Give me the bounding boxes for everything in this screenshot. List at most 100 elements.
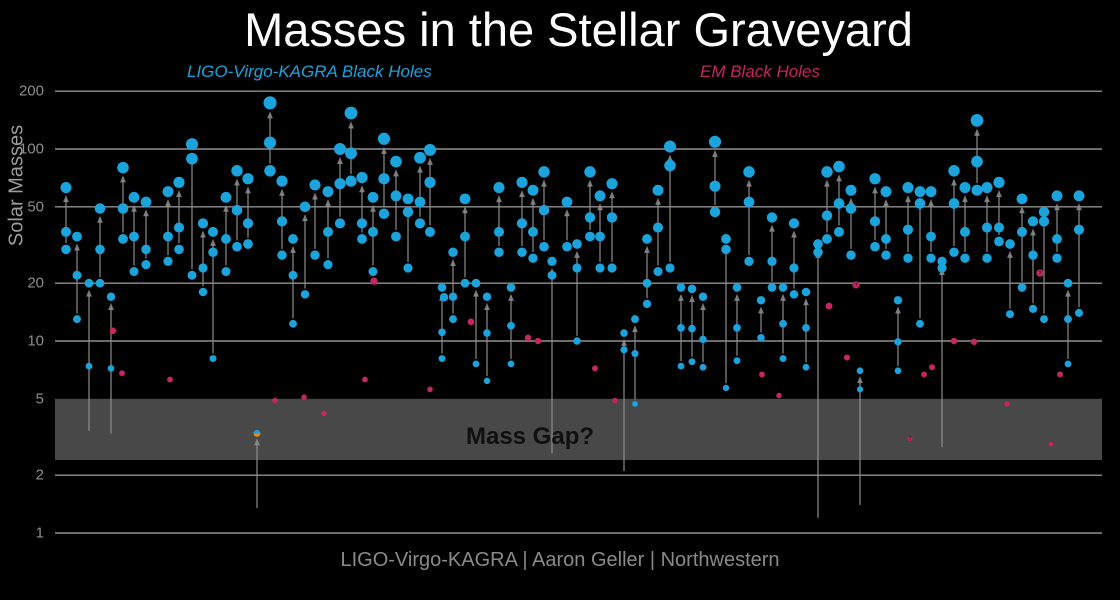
- gw-bh-dot: [73, 315, 81, 324]
- merger-arrowhead: [712, 149, 718, 157]
- gw-bh-dot: [448, 247, 458, 257]
- gw-bh-dot: [263, 136, 277, 149]
- gw-bh-dot: [538, 166, 550, 178]
- gw-bh-dot: [141, 244, 151, 255]
- gw-bh-dot: [459, 193, 471, 205]
- gw-bh-dot: [1038, 216, 1050, 227]
- y-tick-label-50: 50: [27, 198, 44, 215]
- gw-bh-dot: [107, 365, 115, 372]
- gw-bh-dot: [309, 179, 321, 191]
- em-bh-dot: [929, 364, 935, 371]
- gw-bh-dot: [894, 338, 902, 346]
- merger-arrowhead: [325, 199, 331, 207]
- gw-bh-dot: [594, 190, 606, 202]
- gw-bh-dot: [207, 226, 219, 237]
- gw-bh-dot: [916, 319, 924, 328]
- gw-bh-dot: [118, 234, 128, 244]
- gw-bh-dot: [539, 241, 549, 252]
- gw-bh-dot: [141, 259, 151, 270]
- merger-arrowhead: [824, 179, 830, 187]
- gw-bh-dot: [688, 358, 696, 366]
- gw-bh-dot: [173, 176, 185, 188]
- gw-bh-dot: [562, 241, 572, 252]
- em-bh-dot: [467, 318, 475, 326]
- em-bh-dot: [534, 337, 542, 345]
- gw-bh-dot: [264, 165, 276, 177]
- gw-bh-dot: [869, 173, 881, 185]
- merger-arrowhead: [951, 178, 957, 186]
- gw-bh-dot: [84, 278, 94, 288]
- gw-bh-dot: [1038, 206, 1050, 218]
- em-bh-dot: [907, 436, 913, 442]
- em-bh-dot: [167, 376, 173, 383]
- gw-bh-dot: [231, 204, 243, 216]
- em-bh-dot: [272, 397, 278, 404]
- gw-bh-dot: [1052, 253, 1062, 263]
- gw-bh-dot: [368, 267, 378, 277]
- gw-bh-dot: [117, 203, 129, 214]
- gw-bh-dot: [1064, 360, 1072, 368]
- gw-bh-dot: [756, 296, 766, 305]
- gw-bh-dot: [414, 196, 426, 208]
- merger-arrowhead: [621, 338, 627, 346]
- em-bh-dot: [301, 394, 307, 400]
- gw-bh-dot: [993, 222, 1005, 233]
- gw-bh-dot: [1027, 216, 1039, 227]
- gw-bh-dot: [390, 155, 402, 168]
- merger-arrowhead: [86, 289, 92, 297]
- gw-bh-dot: [220, 191, 232, 203]
- gw-bh-dot: [377, 132, 391, 145]
- gw-bh-dot: [438, 355, 446, 363]
- gw-bh-dot: [709, 180, 721, 192]
- merger-arrowhead: [530, 197, 536, 205]
- gw-bh-dot: [242, 218, 254, 229]
- gw-bh-dot: [699, 363, 707, 371]
- gw-bh-dot: [482, 292, 492, 301]
- merger-arrowhead: [609, 191, 615, 199]
- gw-bh-dot: [391, 231, 401, 242]
- gw-bh-dot: [902, 181, 914, 194]
- gw-bh-dot: [709, 206, 721, 218]
- gw-bh-dot: [744, 256, 754, 266]
- gw-bh-dot: [572, 239, 582, 249]
- gw-bh-dot: [493, 181, 505, 194]
- gw-bh-dot: [767, 256, 777, 266]
- gw-bh-dot: [721, 244, 731, 255]
- gw-bh-dot: [856, 386, 864, 393]
- gw-bh-dot: [414, 218, 426, 229]
- gw-bh-dot: [856, 367, 864, 375]
- gw-bh-dot: [687, 284, 697, 294]
- gw-bh-dot: [310, 250, 320, 260]
- merger-arrowhead: [1076, 203, 1082, 211]
- merger-arrowhead: [848, 197, 854, 205]
- gw-bh-dot: [677, 362, 685, 370]
- em-bh-dot: [921, 371, 927, 378]
- em-bh-dot: [321, 410, 327, 416]
- em-bh-dot: [950, 337, 958, 345]
- gw-bh-dot: [1074, 308, 1084, 317]
- gw-bh-dot: [937, 263, 947, 273]
- merger-arrowhead: [564, 209, 570, 217]
- gw-bh-dot: [173, 222, 185, 233]
- gw-bh-dot: [221, 234, 231, 244]
- em-bh-dot: [1036, 269, 1044, 277]
- merger-arrowhead: [655, 197, 661, 205]
- merger-arrowhead: [496, 195, 502, 203]
- gw-bh-dot: [903, 253, 913, 263]
- gw-bh-dot: [981, 222, 993, 233]
- em-bh-dot: [759, 371, 765, 378]
- gw-bh-dot: [665, 263, 675, 273]
- em-bh-dot: [362, 376, 368, 383]
- em-bh-dot: [612, 397, 618, 404]
- merger-arrowhead: [780, 293, 786, 301]
- gw-bh-dot: [833, 160, 845, 173]
- em-bh-dot: [427, 386, 433, 393]
- merger-arrowhead: [644, 245, 650, 253]
- gw-bh-dot: [914, 198, 926, 209]
- gw-bh-dot: [642, 278, 652, 288]
- gw-bh-dot: [779, 355, 787, 363]
- gw-bh-dot: [414, 151, 426, 164]
- em-bh-dot: [119, 370, 125, 377]
- gw-bh-dot: [197, 218, 209, 229]
- merger-arrowhead: [120, 175, 126, 183]
